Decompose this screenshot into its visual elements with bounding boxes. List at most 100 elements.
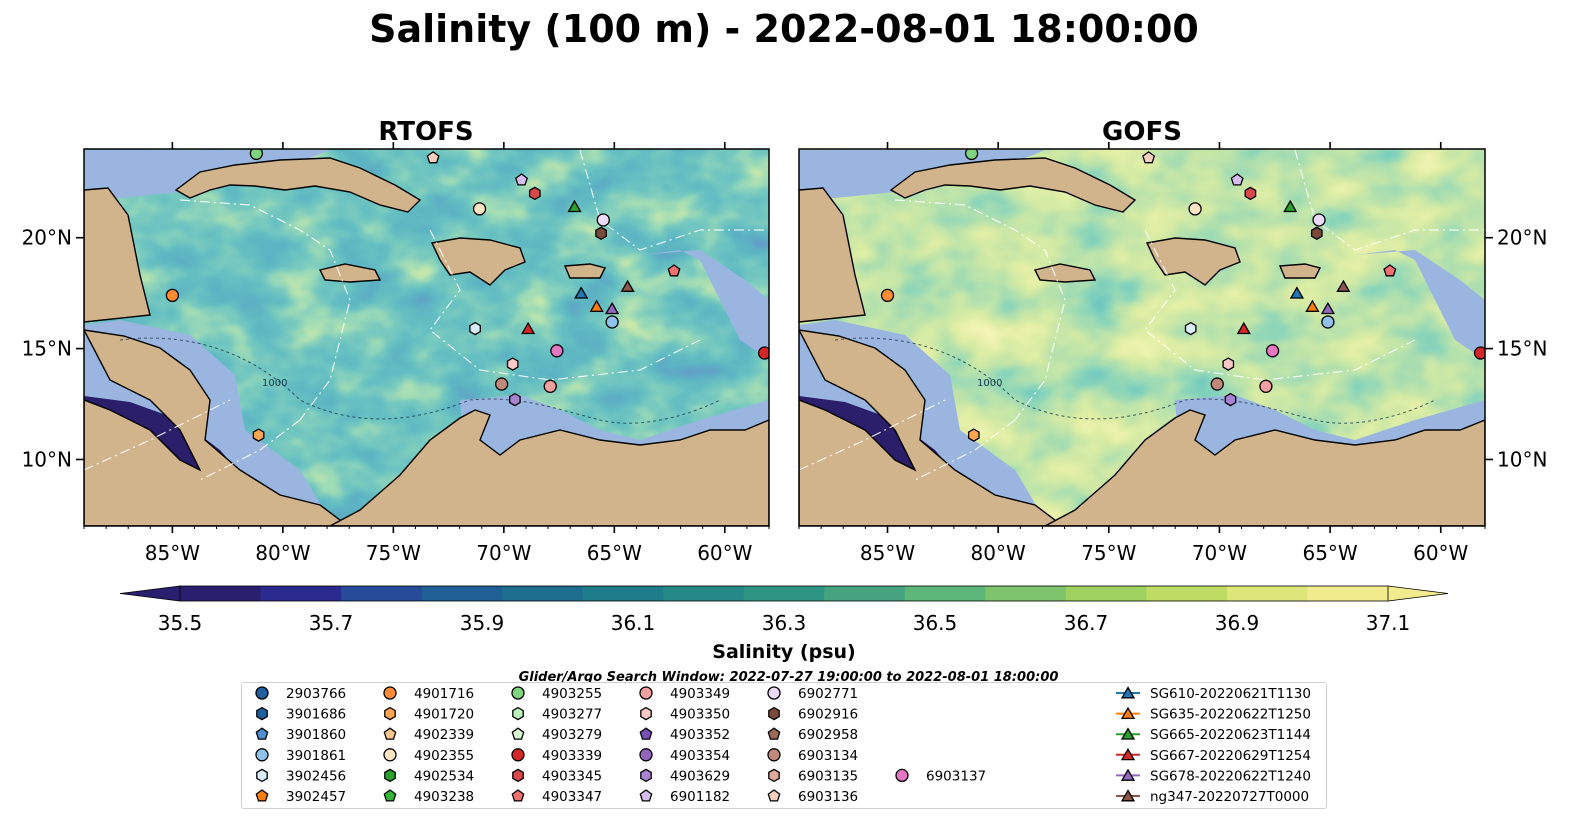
legend-marker-pentagon (255, 727, 269, 740)
colorbar-extend-high (1387, 585, 1449, 602)
legend-marker-hexagon (384, 768, 396, 783)
lon-tick-label: 60°W (1413, 541, 1468, 565)
map-frame-gofs (798, 148, 1486, 527)
legend-label: 6901182 (670, 789, 730, 805)
legend-label: 4903629 (670, 768, 730, 784)
legend-entry: 6902916 (768, 707, 858, 723)
lat-tick-label: 20°N (22, 226, 72, 250)
legend-entry: ng347-20220727T0000 (1116, 789, 1309, 805)
colorbar-label: Salinity (psu) (712, 641, 855, 663)
legend-label: SG678-20220622T1240 (1150, 768, 1311, 784)
legend-label: 3901861 (286, 748, 346, 764)
legend-marker-circle (895, 768, 909, 783)
map-marker-4901716 (880, 288, 895, 303)
colorbar-tick-label: 36.7 (1064, 611, 1109, 635)
legend-entry: 3901860 (255, 727, 346, 743)
legend-label: 4901720 (414, 707, 474, 723)
map-marker-sg610-20220621t1130 (1289, 286, 1305, 299)
lat-tick-label: 10°N (1497, 447, 1547, 471)
legend-entry: 4903349 (639, 686, 730, 702)
lon-tick-label: 65°W (1302, 541, 1357, 565)
map-marker-4903345 (1244, 186, 1257, 201)
legend-label: 3902457 (286, 789, 346, 805)
legend-entry: 6903134 (767, 748, 858, 764)
legend-label: 4902355 (414, 748, 474, 764)
legend-marker-circle (639, 748, 653, 762)
legend-marker-hexagon (512, 706, 524, 721)
legend-marker-circle (639, 686, 653, 700)
legend-entry: 6902771 (767, 686, 858, 702)
map-marker-sg667-20220629t1254 (521, 321, 536, 335)
land-gofs (799, 157, 1485, 526)
colorbar-bin (502, 586, 584, 601)
colorbar-tick-label: 35.7 (309, 611, 354, 635)
legend-entries: 2903766 3901686 3901860 3901861 3902456 39024… (255, 686, 1311, 805)
legend-marker-pentagon (511, 727, 525, 740)
map-marker-sg667-20220629t1254 (1236, 321, 1251, 335)
lon-tick-label: 60°W (697, 541, 752, 565)
legend-entry: 4903350 (640, 707, 730, 723)
map-marker-6903137 (1265, 344, 1280, 358)
map-marker-4903349 (1259, 379, 1273, 393)
legend-marker-pentagon (383, 789, 397, 802)
map-marker-6901182 (1230, 173, 1244, 186)
map-marker-6902771 (1312, 213, 1326, 227)
legend-entry: 4903352 (639, 727, 730, 743)
legend-entry: SG678-20220622T1240 (1116, 768, 1311, 784)
legend-marker-pentagon (639, 789, 653, 802)
colorbar-bin (904, 586, 986, 601)
markers-gofs (880, 149, 1485, 442)
legend-entry: 4903279 (511, 727, 602, 743)
lon-tick-label: 70°W (476, 541, 531, 565)
legend-label: 4902534 (414, 768, 474, 784)
axis-ticks: 85°W 80°W 75°W 70°W 65°W 60°W 20°N 15°N 10°N 85°W… (22, 142, 1547, 565)
legend-label: SG665-20220623T1144 (1150, 727, 1311, 743)
markers-rtofs (165, 149, 769, 442)
legend: 2903766 3901686 3901860 3901861 3902456 39024… (241, 682, 1327, 809)
map-marker-6903136 (1142, 151, 1156, 164)
legend-label: 6902958 (798, 727, 858, 743)
map-marker-6903136 (426, 151, 440, 164)
legend-label: 4903277 (542, 707, 602, 723)
legend-label: SG667-20220629T1254 (1150, 748, 1311, 764)
map-marker-sg635-20220622t1250 (589, 299, 604, 312)
lon-tick-label: 75°W (366, 541, 421, 565)
legend-label: SG610-20220621T1130 (1150, 686, 1311, 702)
map-marker-3901861 (1321, 315, 1335, 329)
colorbar-bin (663, 586, 745, 601)
colorbar-bin (743, 586, 825, 601)
map-marker-sg610-20220621t1130 (574, 286, 589, 299)
lon-tick-label: 75°W (1081, 541, 1136, 565)
map-marker-6902916 (595, 226, 607, 241)
colorbar-frame (179, 585, 1389, 602)
map-marker-sg678-20220622t1240 (1320, 301, 1336, 315)
map-marker-sg635-20220622t1250 (1305, 299, 1320, 312)
legend-marker-circle (383, 686, 397, 700)
map-marker-4901720 (252, 428, 265, 442)
legend-label: 4903255 (542, 686, 602, 702)
legend-marker-triangle (1120, 768, 1136, 781)
legend-entry: 4903347 (511, 789, 602, 805)
legend-marker-hexagon (256, 706, 268, 721)
legend-label: 6903134 (798, 748, 858, 764)
legend-entry: 4903339 (511, 748, 602, 764)
map-marker-6903137 (550, 344, 564, 358)
legend-marker-circle (511, 748, 525, 762)
colorbar-bin (985, 586, 1067, 601)
legend-entry: 4902534 (384, 768, 474, 784)
colorbar-bins (119, 585, 1449, 602)
legend-entry: 4902339 (383, 727, 474, 743)
land-rtofs (84, 157, 769, 526)
legend-entry: 3901861 (255, 748, 346, 764)
map-marker-6903134 (494, 377, 509, 391)
legend-marker-hexagon (640, 768, 652, 783)
legend-label: 4903349 (670, 686, 730, 702)
panel-gofs: GOFS (798, 117, 1486, 527)
legend-marker-circle (255, 748, 269, 762)
map-marker-4902355 (1188, 202, 1202, 216)
lat-tick-label: 20°N (1497, 226, 1547, 250)
map-marker-4903345 (528, 186, 541, 201)
map-marker-4901720 (967, 428, 980, 442)
colorbar-bin (1146, 586, 1228, 601)
